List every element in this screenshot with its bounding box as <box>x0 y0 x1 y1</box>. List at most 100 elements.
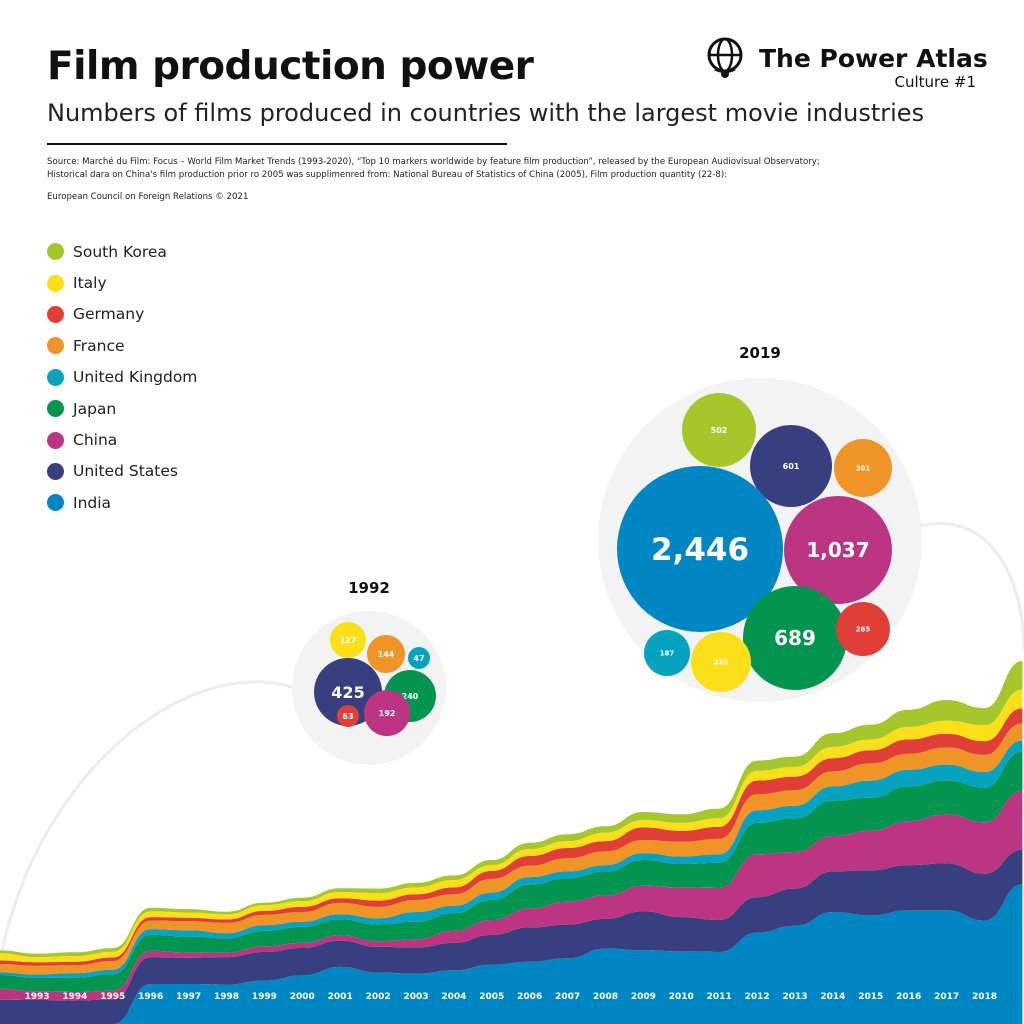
legend-swatch <box>47 305 64 323</box>
x-tick-label: 2006 <box>517 992 542 1002</box>
credit: European Council on Foreign Relations © … <box>47 192 249 202</box>
x-tick-label: 2000 <box>290 992 315 1002</box>
bubble-value-label: 301 <box>856 465 871 473</box>
globe-head-icon <box>707 37 743 78</box>
legend-item-south-korea: South Korea <box>47 236 197 267</box>
legend-label: India <box>73 493 112 512</box>
x-tick-label: 1998 <box>214 992 239 1002</box>
legend-swatch <box>47 368 64 386</box>
bubble-value-label: 187 <box>660 650 675 658</box>
legend-label: United Kingdom <box>73 368 198 387</box>
legend-label: Japan <box>73 399 117 418</box>
legend-item-japan: Japan <box>47 393 197 424</box>
legend-item-france: France <box>47 330 197 361</box>
connector-arc-2019 <box>904 522 1024 651</box>
bubble-cluster-2019: 2019 502 601 301 2,446 1,037 689 265 187 325 <box>598 344 922 702</box>
x-tick-label: 2004 <box>441 992 466 1002</box>
bubble-italy <box>330 622 366 658</box>
legend-item-india: India <box>47 487 197 518</box>
bubble-value-label: 601 <box>783 462 800 471</box>
legend-swatch <box>47 462 64 480</box>
bubble-value-label: 127 <box>340 636 357 645</box>
x-tick-label: 2017 <box>934 992 959 1002</box>
x-tick-label: 2002 <box>366 992 391 1002</box>
page-title: Film production power <box>47 44 534 89</box>
legend: South Korea Italy Germany France United King… <box>47 236 197 519</box>
legend-swatch <box>47 274 64 292</box>
legend-label: South Korea <box>73 242 167 261</box>
page-subtitle: Numbers of films produced in countries w… <box>47 99 925 127</box>
area-india <box>0 884 1023 1024</box>
bubble-year-label: 2019 <box>739 344 781 362</box>
bubble-germany <box>337 705 359 727</box>
legend-swatch <box>47 243 64 261</box>
x-tick-label: 2014 <box>820 992 845 1002</box>
brand-logo: The Power Atlas <box>705 36 988 80</box>
x-tick-label: 2016 <box>896 992 921 1002</box>
bubble-china <box>784 496 892 604</box>
bubble-year-label: 1992 <box>348 579 390 597</box>
bubble-value-label: 192 <box>379 709 396 718</box>
x-tick-label: 2015 <box>858 992 883 1002</box>
x-tick-label: 2008 <box>593 992 618 1002</box>
legend-item-germany: Germany <box>47 299 197 330</box>
bubble-value-label: 63 <box>342 712 353 721</box>
legend-label: United States <box>73 462 178 481</box>
x-tick-label: 1993 <box>24 992 49 1002</box>
bubble-value-label: 265 <box>856 626 871 634</box>
bubble-united-states <box>750 425 832 507</box>
bubble-italy <box>691 632 751 692</box>
bubble-cluster-1992: 1992 127 144 47 425 240 192 63 <box>292 579 446 765</box>
bubble-germany <box>836 602 890 656</box>
source-note: Source: Marché du Film: Focus – World Fi… <box>47 156 947 182</box>
x-tick-label: 2018 <box>972 992 997 1002</box>
x-tick-label: 1997 <box>176 992 201 1002</box>
x-tick-label: 2013 <box>782 992 807 1002</box>
bubble-value-label: 425 <box>331 683 364 702</box>
legend-item-united-states: United States <box>47 456 197 487</box>
title-divider <box>47 143 507 145</box>
bubble-value-label: 502 <box>711 426 728 435</box>
x-tick-label: 1994 <box>62 992 87 1002</box>
x-tick-label: 2003 <box>403 992 428 1002</box>
bubble-south-korea <box>682 393 756 467</box>
legend-swatch <box>47 337 64 355</box>
legend-label: France <box>73 336 125 355</box>
x-tick-label: 2005 <box>479 992 504 1002</box>
legend-label: Germany <box>73 305 145 324</box>
legend-swatch <box>47 400 64 418</box>
x-tick-label: 2010 <box>669 992 694 1002</box>
bubble-china <box>364 690 410 736</box>
bubble-value-label: 689 <box>774 626 816 650</box>
x-tick-label: 2009 <box>631 992 656 1002</box>
bubble-japan <box>743 586 847 690</box>
bubble-france <box>367 635 405 673</box>
x-tick-label: 1999 <box>252 992 277 1002</box>
legend-item-italy: Italy <box>47 267 197 298</box>
x-tick-label: 2012 <box>745 992 770 1002</box>
bubble-value-label: 325 <box>714 659 729 667</box>
area-china <box>0 790 1023 1001</box>
area-japan <box>0 751 1023 992</box>
source-line-1: Source: Marché du Film: Focus – World Fi… <box>47 157 820 167</box>
brand-series: Culture #1 <box>894 73 976 91</box>
bubble-value-label: 1,037 <box>806 538 869 562</box>
bubble-value-label: 144 <box>378 650 395 659</box>
bubble-india <box>617 466 783 632</box>
x-tick-label: 1996 <box>138 992 163 1002</box>
x-tick-label: 1995 <box>100 992 125 1002</box>
legend-label: China <box>73 431 118 450</box>
bubble-value-label: 2,446 <box>651 532 749 568</box>
legend-item-china: China <box>47 424 197 455</box>
legend-swatch <box>47 431 64 449</box>
source-line-2: Historical dara on China's film producti… <box>47 170 728 180</box>
legend-swatch <box>47 494 64 512</box>
legend-item-united-kingdom: United Kingdom <box>47 362 197 393</box>
bubble-france <box>834 439 892 497</box>
x-tick-label: 2001 <box>328 992 353 1002</box>
legend-label: Italy <box>73 274 107 293</box>
bubble-value-label: 240 <box>402 692 419 701</box>
connector-arc-1992 <box>0 680 301 961</box>
brand-name: The Power Atlas <box>759 43 988 73</box>
